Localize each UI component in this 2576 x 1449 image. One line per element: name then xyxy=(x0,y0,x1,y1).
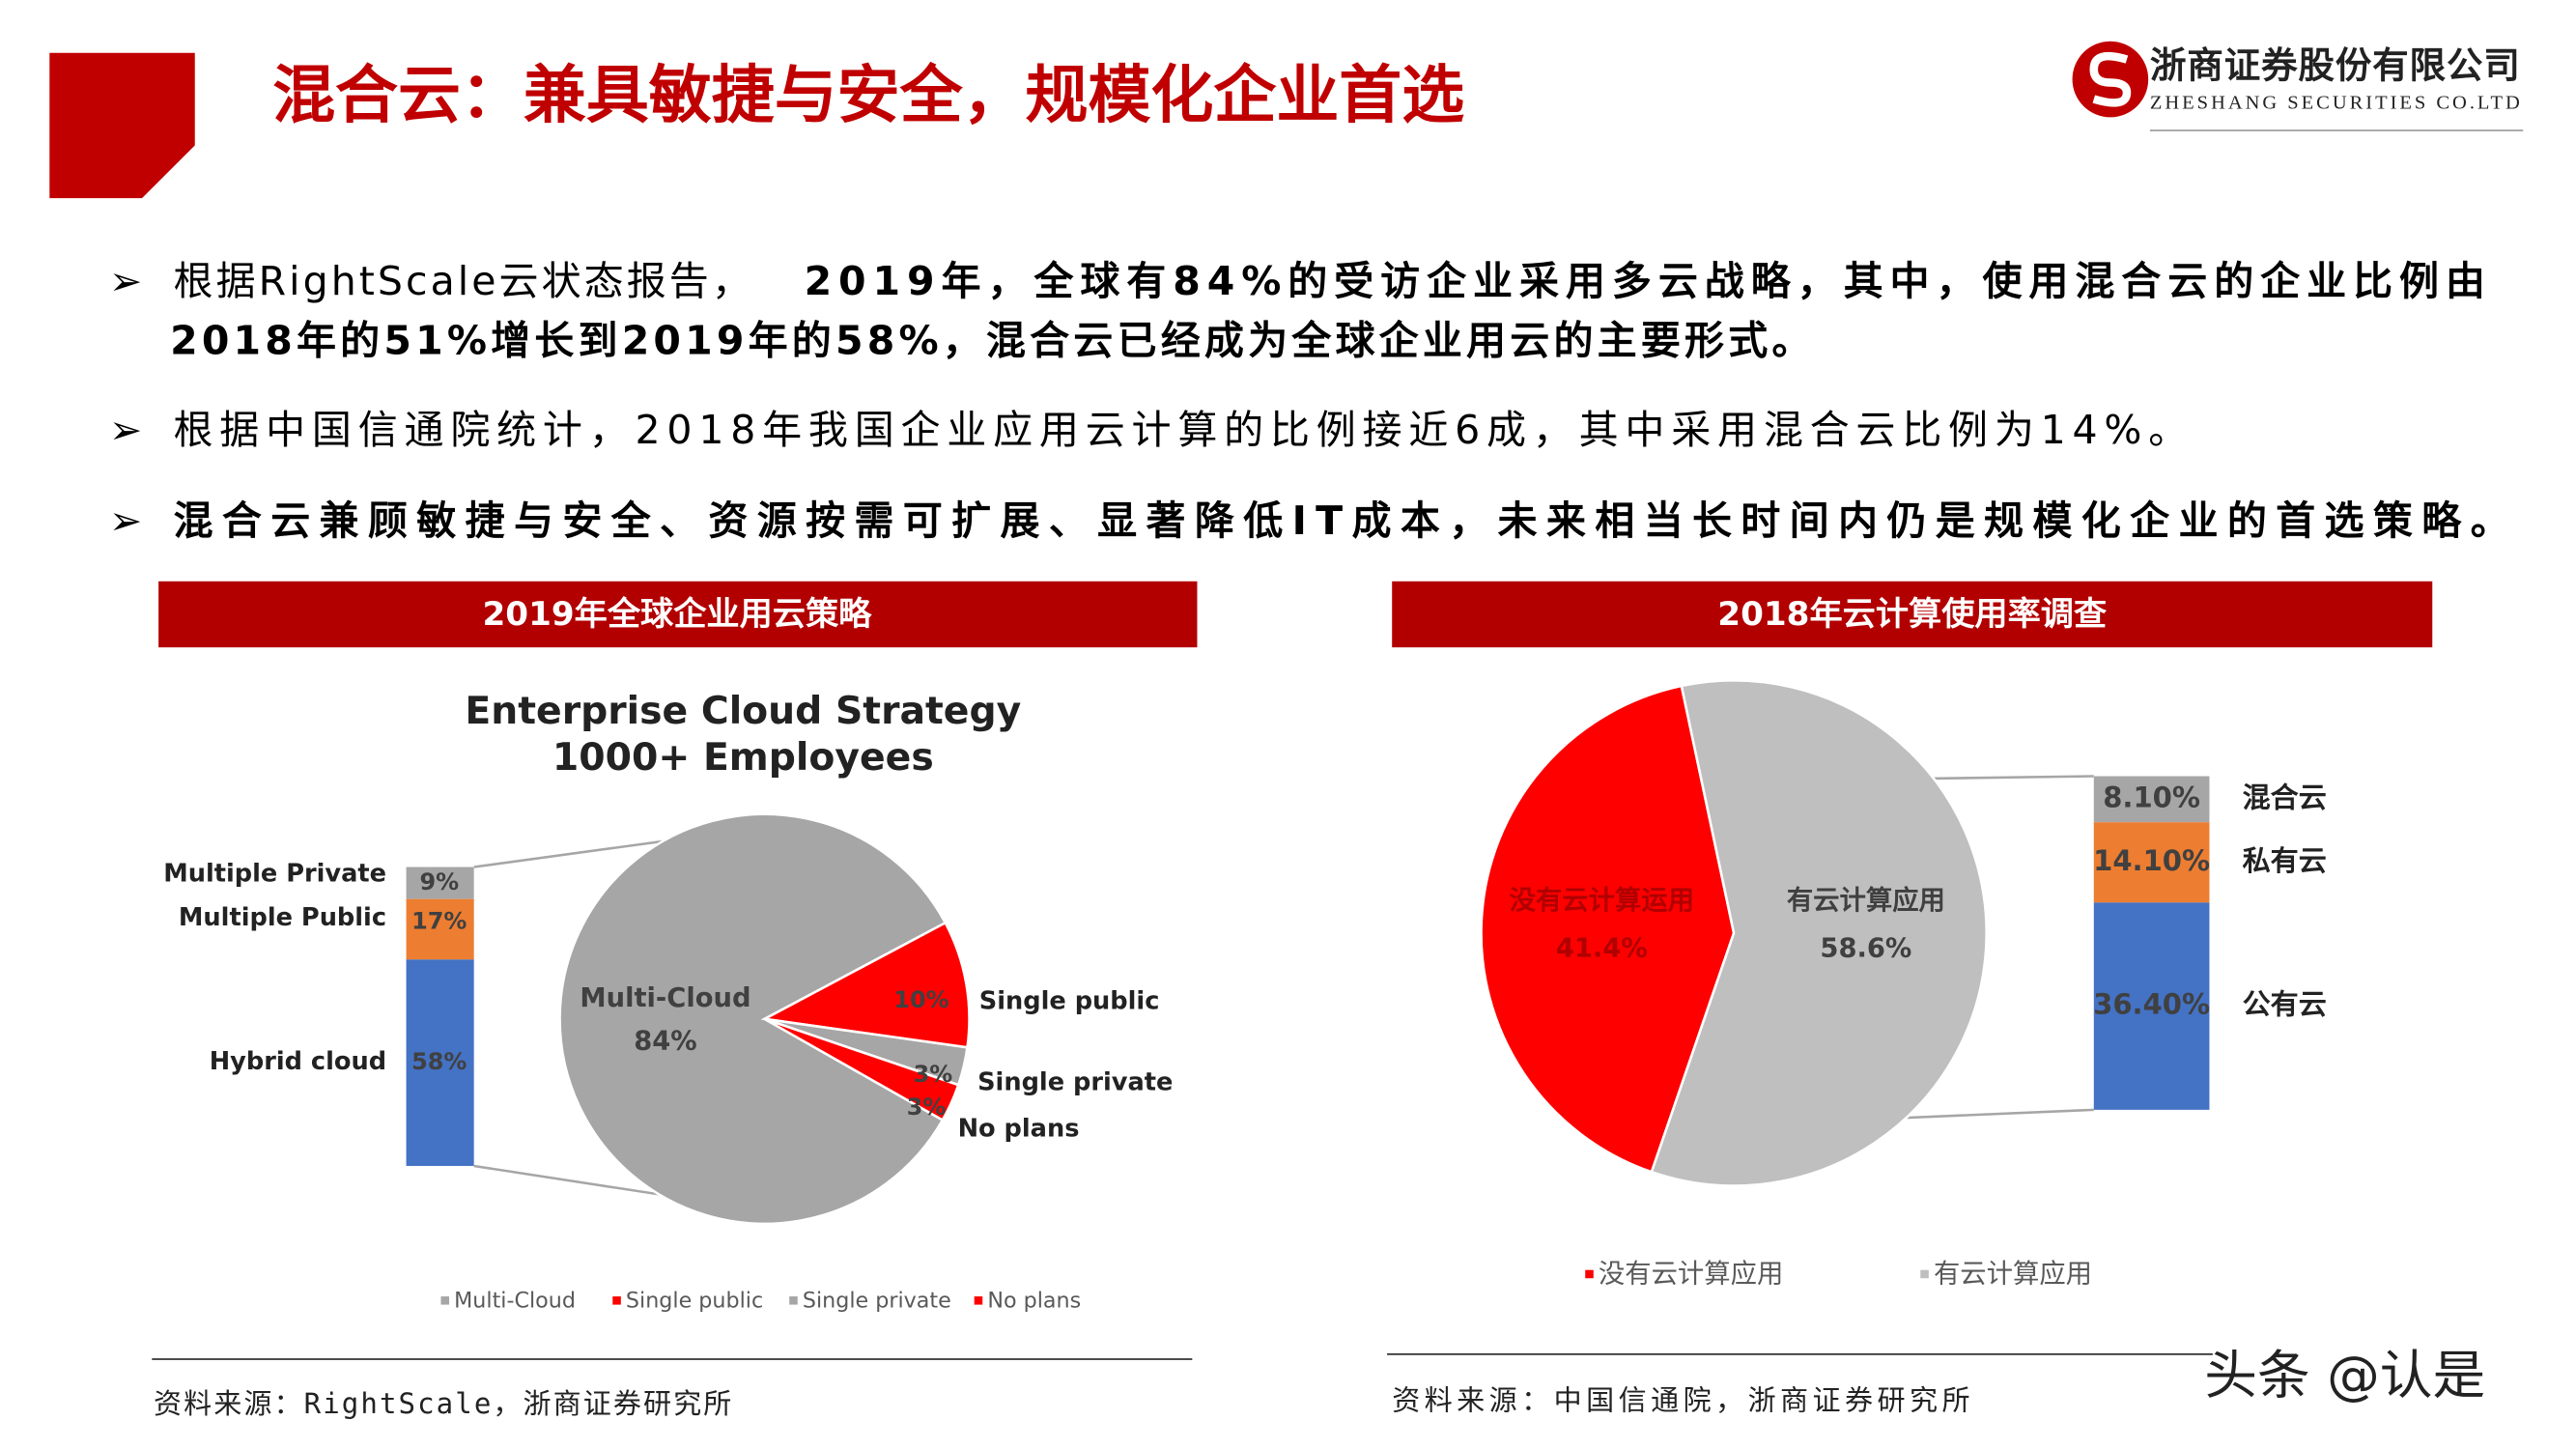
value-label: 3% xyxy=(907,1094,947,1121)
header-block xyxy=(49,52,195,199)
bar-category: Hybrid cloud xyxy=(210,1047,386,1076)
legend-label: 有云计算应用 xyxy=(1934,1259,2092,1289)
legend-marker xyxy=(974,1296,983,1305)
legend-label: 没有云计算应用 xyxy=(1599,1259,1783,1289)
slice-label: Multi-Cloud xyxy=(580,983,750,1013)
bar-segment xyxy=(2093,776,2210,823)
slide-title: 混合云：兼具敏捷与安全，规模化企业首选 xyxy=(272,60,1464,132)
bar-segment xyxy=(406,959,474,1166)
bar-segment xyxy=(406,867,474,899)
bar-segment xyxy=(406,898,474,960)
panel-title: 2018年云计算使用率调查 xyxy=(1717,595,2108,634)
logo-mark xyxy=(2089,51,2132,107)
bullet-text: 根据中国信通院统计，2018年我国企业应用云计算的比例接近6成，其中采用混合云比… xyxy=(174,407,2189,453)
value-label: 17% xyxy=(411,908,467,935)
value-label: 8.10% xyxy=(2103,781,2200,813)
bullet-text: 混合云兼顾敏捷与安全、资源按需可扩展、显著降低IT成本，未来相当长时间内仍是规模… xyxy=(174,497,2510,544)
slice-label: Single public xyxy=(979,987,1160,1016)
bar-category: Multiple Public xyxy=(179,903,386,932)
watermark: 头条 @认是 xyxy=(2204,1345,2485,1406)
pie-slice xyxy=(558,812,948,1226)
pie-slice xyxy=(1480,684,1736,1174)
legend-marker xyxy=(1585,1269,1594,1279)
bullet-text: 2019年，全球有84%的受访企业采用多云战略，其中，使用混合云的企业比例由 xyxy=(805,258,2485,304)
slice-label: 有云计算应用 xyxy=(1787,885,1945,916)
bar-segment xyxy=(2093,822,2210,903)
panel-header xyxy=(158,581,1198,648)
value-label: 84% xyxy=(634,1026,696,1056)
bullet-arrow: ➢ xyxy=(109,407,142,453)
source: 资料来源：RightScale，浙商证券研究所 xyxy=(154,1387,731,1420)
pie-slice xyxy=(1650,679,1988,1187)
value-label: 3% xyxy=(914,1061,953,1088)
value-label: 58.6% xyxy=(1820,934,1911,964)
chart-subtitle: 1000+ Employees xyxy=(552,736,934,780)
chart-title: Enterprise Cloud Strategy xyxy=(465,690,1021,733)
legend-label: Multi-Cloud xyxy=(454,1289,576,1314)
legend-marker xyxy=(789,1296,798,1305)
company-name: 浙商证券股份有限公司 xyxy=(2150,44,2520,87)
bullet-arrow: ➢ xyxy=(109,258,142,304)
bullet-text: 根据RightScale云状态报告， xyxy=(174,258,751,304)
slice-label: Single private xyxy=(977,1067,1173,1096)
legend-marker xyxy=(1920,1269,1929,1279)
bullet-arrow: ➢ xyxy=(109,497,142,544)
legend-label: Single public xyxy=(626,1289,763,1314)
company-name-en: ZHESHANG SECURITIES CO.LTD xyxy=(2150,92,2520,113)
value-label: 36.40% xyxy=(2093,988,2210,1021)
value-label: 10% xyxy=(893,986,948,1013)
slice-label: 没有云计算运用 xyxy=(1510,885,1694,916)
legend-label: Single private xyxy=(803,1289,951,1314)
value-label: 41.4% xyxy=(1556,934,1648,964)
bar-category: 私有云 xyxy=(2243,844,2327,877)
bar-category: 混合云 xyxy=(2243,781,2327,813)
slice-label: No plans xyxy=(958,1114,1080,1143)
legend-marker xyxy=(612,1296,621,1305)
bar-category: Multiple Private xyxy=(163,860,386,889)
value-label: 14.10% xyxy=(2093,844,2210,877)
value-label: 9% xyxy=(419,868,459,895)
bar-segment xyxy=(2093,902,2210,1110)
bar-category: 公有云 xyxy=(2243,988,2327,1021)
legend-marker xyxy=(440,1296,450,1305)
legend-label: No plans xyxy=(987,1289,1081,1314)
pie-slice xyxy=(763,1017,960,1122)
value-label: 58% xyxy=(411,1048,467,1075)
panel-title: 2019年全球企业用云策略 xyxy=(483,595,873,634)
pie-slice xyxy=(760,921,971,1049)
bullet-text: 2018年的51%增长到2019年的58%，混合云已经成为全球企业用云的主要形式… xyxy=(170,318,1811,364)
panel-header xyxy=(1392,581,2433,648)
